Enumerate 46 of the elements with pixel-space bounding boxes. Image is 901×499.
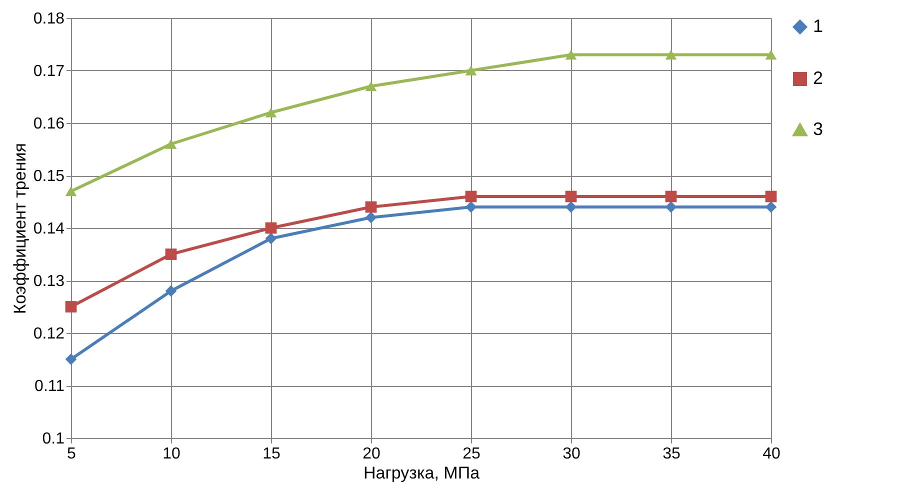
point bbox=[565, 50, 577, 60]
point bbox=[165, 285, 177, 297]
point bbox=[765, 190, 777, 202]
point bbox=[65, 301, 77, 312]
y-tick-label: 0.1 bbox=[42, 430, 65, 448]
point bbox=[765, 50, 777, 60]
x-tick-label: 20 bbox=[362, 446, 380, 462]
x-tick-label: 10 bbox=[162, 446, 180, 462]
y-tick-label: 0.12 bbox=[33, 326, 65, 342]
y-tick-label: 0.18 bbox=[33, 10, 65, 28]
point bbox=[165, 248, 177, 260]
y-tick-label: 0.17 bbox=[33, 63, 65, 80]
point bbox=[65, 186, 77, 196]
x-tick-label: 40 bbox=[762, 446, 780, 462]
point bbox=[465, 190, 477, 202]
legend-label: 3 bbox=[813, 119, 824, 139]
point bbox=[465, 66, 477, 76]
x-tick-label: 35 bbox=[662, 446, 680, 462]
point bbox=[665, 201, 677, 213]
point bbox=[265, 232, 277, 244]
point bbox=[265, 222, 277, 234]
y-axis-title: Коэффициент трения bbox=[10, 143, 30, 314]
point bbox=[265, 108, 277, 118]
x-tick-label: 15 bbox=[262, 446, 280, 462]
point bbox=[65, 354, 77, 365]
point bbox=[565, 190, 577, 202]
legend-label: 2 bbox=[813, 68, 824, 88]
y-tick-label: 0.16 bbox=[33, 116, 65, 132]
point bbox=[365, 201, 377, 213]
point bbox=[365, 81, 377, 92]
y-tick-label: 0.14 bbox=[33, 220, 65, 238]
point bbox=[165, 139, 177, 149]
x-tick-label: 5 bbox=[67, 446, 76, 462]
x-tick-label: 30 bbox=[562, 446, 580, 462]
point bbox=[465, 201, 477, 213]
legend-label: 1 bbox=[813, 16, 824, 36]
y-tick-label: 0.15 bbox=[33, 168, 65, 185]
point bbox=[665, 50, 677, 60]
y-tick-label: 0.13 bbox=[33, 273, 65, 290]
x-tick-label: 25 bbox=[462, 446, 480, 462]
y-tick-label: 0.11 bbox=[34, 378, 65, 395]
x-axis-title: Нагрузка, МПа bbox=[363, 464, 480, 482]
point bbox=[665, 190, 677, 202]
point bbox=[365, 212, 377, 224]
point bbox=[565, 201, 577, 213]
point bbox=[765, 201, 777, 213]
